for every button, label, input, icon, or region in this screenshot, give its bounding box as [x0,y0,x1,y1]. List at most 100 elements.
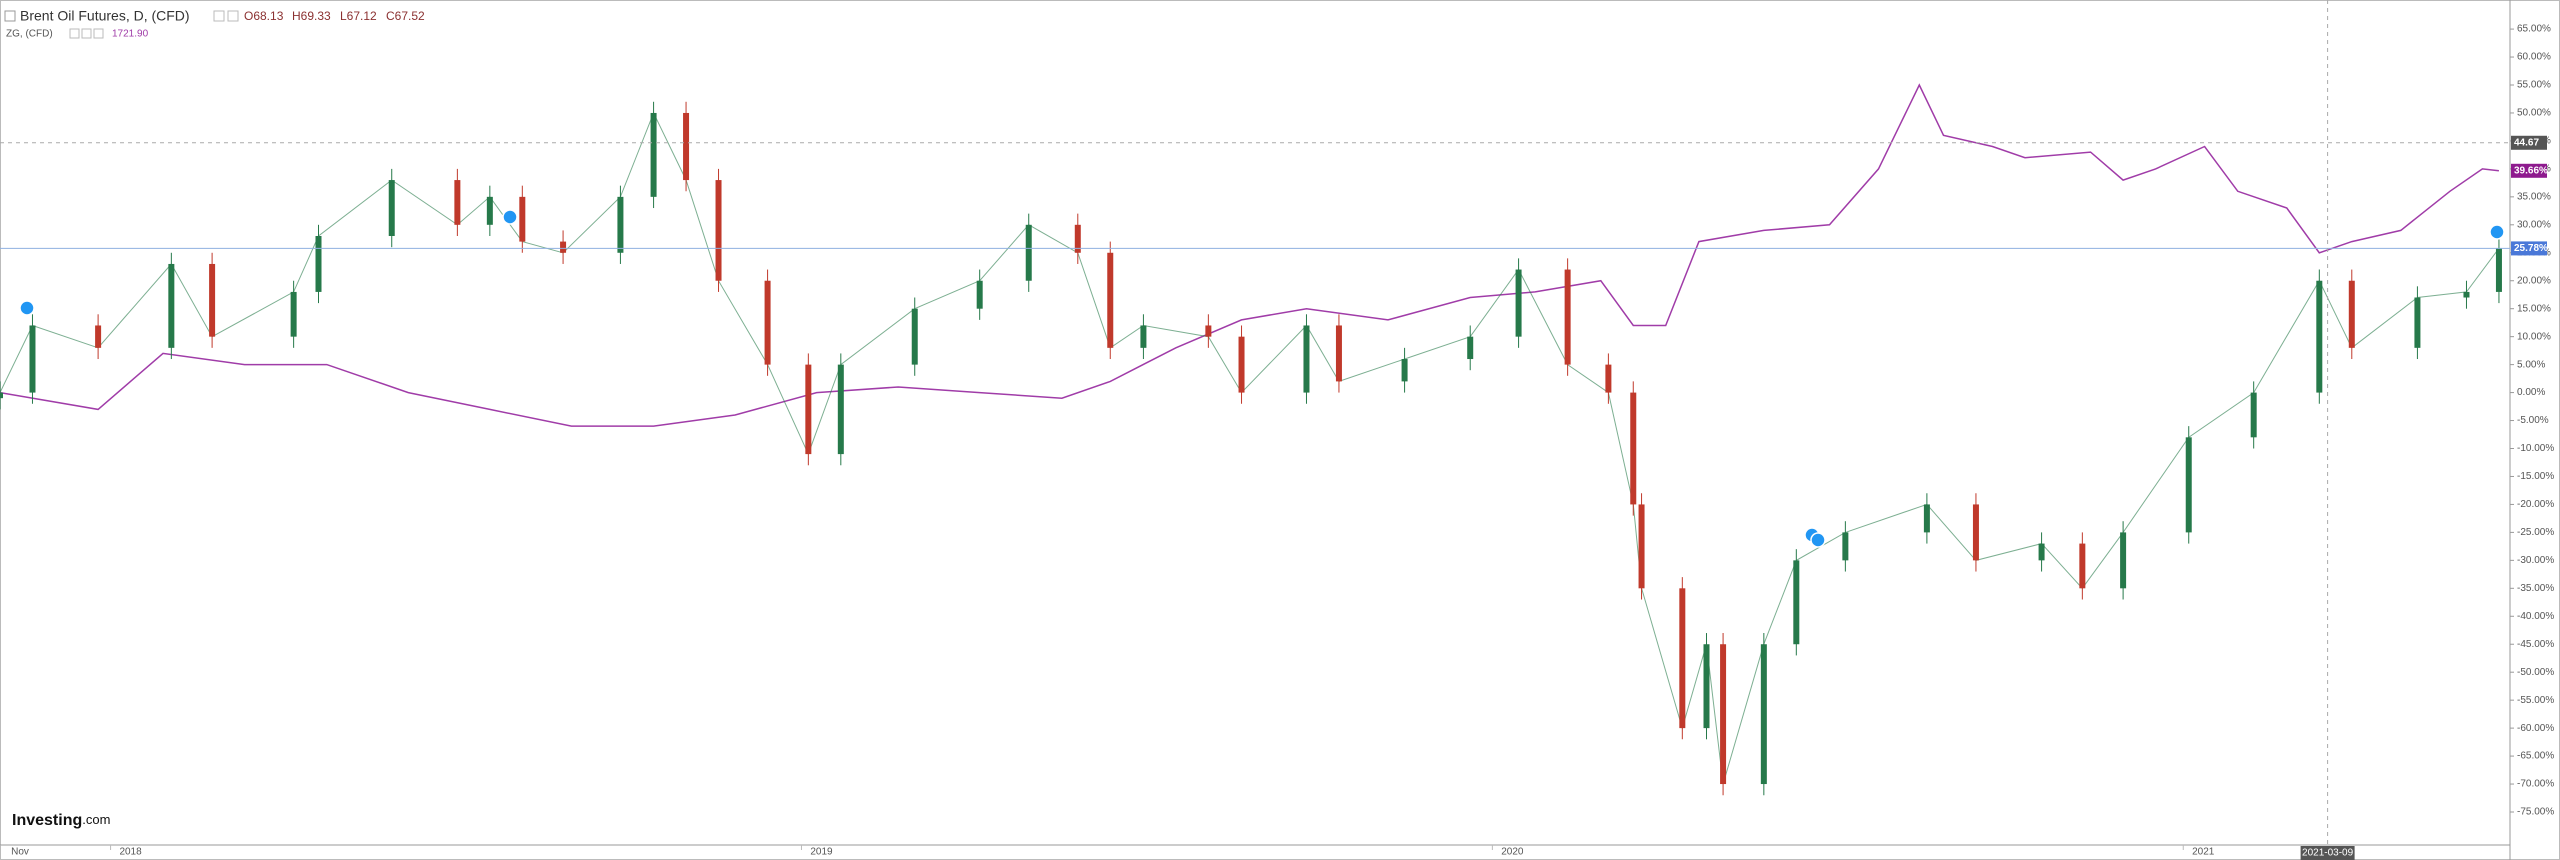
brent-close-line [0,111,2500,785]
x-tick-label: 2020 [1501,847,1524,858]
candle-body [2038,543,2045,561]
candle-body [1564,269,1571,365]
candle-body [2348,280,2355,348]
y-tick-label: -10.00% [2517,443,2554,454]
collapse-icon[interactable] [4,10,16,22]
y-tick-label: -65.00% [2517,751,2554,762]
compare-close[interactable] [93,28,104,39]
candle-body [1025,224,1032,281]
y-tick-label: 35.00% [2517,191,2551,202]
candle-body [837,364,844,455]
candle-body [1401,359,1408,382]
compare-settings[interactable] [69,28,80,39]
candle-body [1074,224,1081,253]
candle-body [911,308,918,365]
series-title: Brent Oil Futures, D, (CFD) [20,8,190,24]
brent-last-label: 25.78% [2514,243,2548,254]
brent-last-badge [2511,241,2547,256]
candle-body [1638,504,1645,589]
candle-body [2250,392,2257,438]
watermark-brand: Investing [12,812,82,829]
y-tick-label: -50.00% [2517,667,2554,678]
candle-body [1205,325,1212,337]
compare-hide[interactable] [81,28,92,39]
candle-body [1238,336,1245,393]
crosshair-y-badge [2511,135,2547,150]
candle-body [519,196,526,242]
event-flag [502,209,518,225]
gold-last-badge [2511,163,2547,178]
close-icon[interactable] [227,10,239,22]
y-tick-label: 50.00% [2517,108,2551,119]
y-tick-label: 65.00% [2517,24,2551,35]
event-flag [19,300,35,316]
candle-body [0,392,3,399]
candle-body [1720,644,1727,785]
crosshair-x-badge [2300,846,2355,860]
candle-body [1107,252,1114,348]
candle-body [1703,644,1710,729]
watermark: Investing.com [12,812,110,829]
candle-body [1923,504,1930,533]
gold-line [0,83,2499,427]
candle-body [1679,588,1686,729]
candle-body [2463,291,2470,298]
settings-icon[interactable] [213,10,225,22]
candle-body [29,325,36,393]
y-tick-label: 55.00% [2517,80,2551,91]
candle-body [1140,325,1147,348]
x-tick-label: Nov [11,847,29,858]
candle-body [290,291,297,337]
ohlc-high: H69.33 [292,9,331,23]
crosshair-y-label: 44.67 [2514,137,2539,148]
y-tick-label: -70.00% [2517,779,2554,790]
candle-body [388,180,395,236]
candle-body [1972,504,1979,561]
candle-body [560,241,567,253]
compare-title: ZG, (CFD) [6,29,53,40]
candle-body [95,325,102,348]
candle-body [764,280,771,365]
event-flag [1810,532,1826,548]
candle-body [1467,336,1474,360]
crosshair-x-label: 2021-03-09 [2302,848,2354,859]
candle-body [486,196,493,225]
y-tick-label: 20.00% [2517,275,2551,286]
y-tick-label: -35.00% [2517,583,2554,594]
x-tick-label: 2021 [2192,847,2215,858]
candle-body [168,263,175,348]
y-tick-label: -5.00% [2517,415,2549,426]
candle-body [2120,532,2127,589]
candle-body [315,235,322,292]
candle-body [2414,297,2421,348]
ohlc-close: C67.52 [386,9,425,23]
event-flag [2489,224,2505,240]
gold-last-label: 39.66% [2514,165,2548,176]
candle-body [1760,644,1767,785]
candle-body [1515,269,1522,337]
marks [0,83,2502,796]
candle-body [209,263,216,337]
candle-body [1605,364,1612,393]
candle-body [1793,560,1800,645]
y-tick-label: -60.00% [2517,723,2554,734]
candle-body [617,196,624,253]
candle-body [683,112,690,181]
candle-body [2079,543,2086,589]
x-tick-label: 2019 [810,847,833,858]
candle-body [715,180,722,281]
compare-value: 1721.90 [112,29,149,40]
y-tick-label: 0.00% [2517,387,2545,398]
candle-body [1335,325,1342,382]
y-tick-label: -25.00% [2517,527,2554,538]
candle-body [2185,437,2192,533]
y-tick-label: -15.00% [2517,471,2554,482]
y-tick-label: 60.00% [2517,52,2551,63]
y-tick-label: 15.00% [2517,303,2551,314]
y-tick-label: 5.00% [2517,359,2545,370]
watermark-suffix: .com [82,812,110,827]
